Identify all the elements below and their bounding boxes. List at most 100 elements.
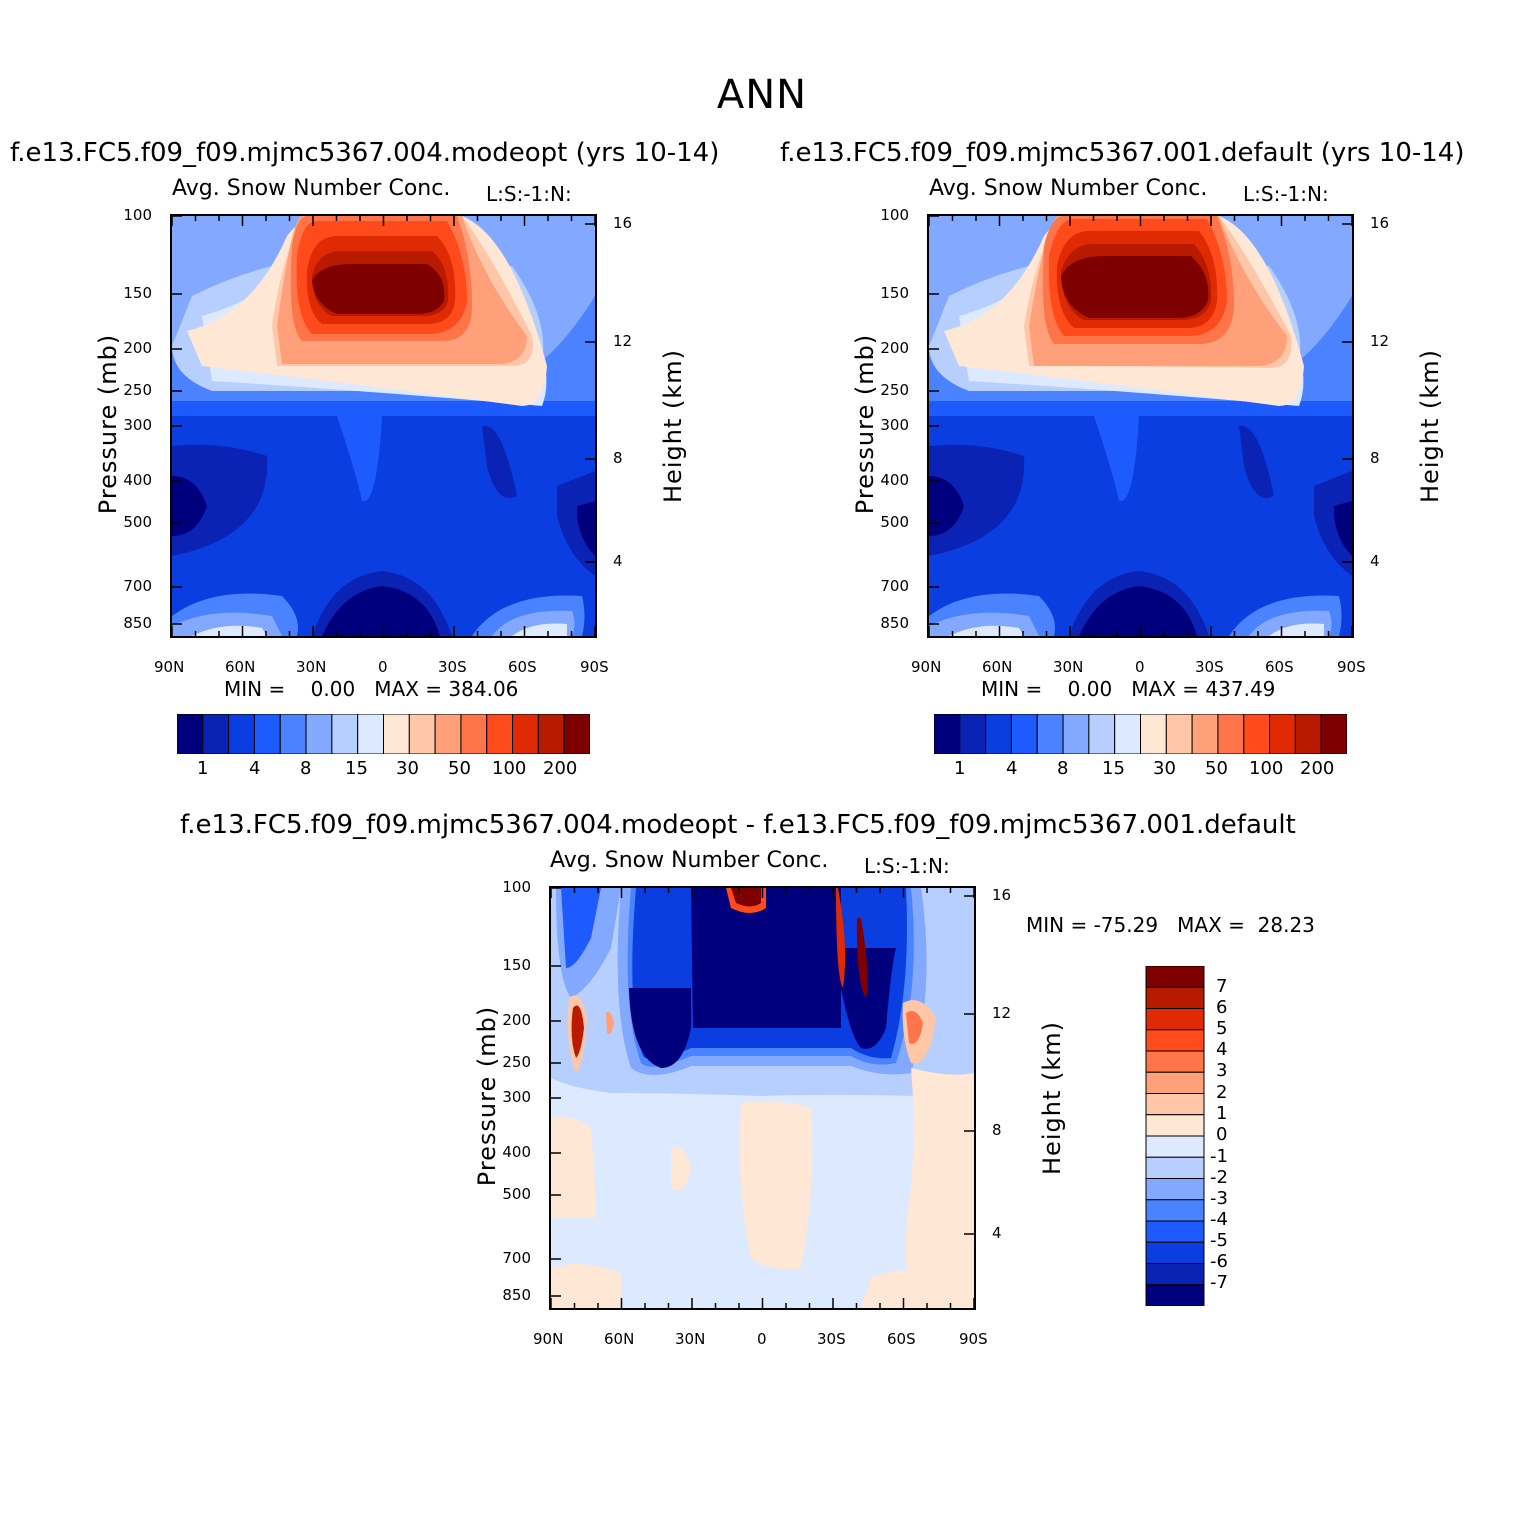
x-tick-label: 60S	[1265, 658, 1294, 676]
colorbar	[177, 714, 590, 754]
x-tick-label: 60N	[604, 1330, 634, 1348]
x-tick-label: 30S	[438, 658, 467, 676]
colorbar-swatch	[1146, 1136, 1204, 1157]
colorbar-swatch	[409, 714, 435, 754]
contour-band	[740, 1101, 813, 1269]
x-tick-label: 0	[757, 1330, 767, 1348]
colorbar-swatch	[1063, 714, 1089, 754]
max-label: MAX =	[374, 677, 442, 701]
colorbar-level: -5	[1210, 1230, 1228, 1251]
colorbar-level: 50	[1205, 758, 1228, 779]
colorbar-swatches	[934, 714, 1347, 754]
colorbar-swatch	[1166, 714, 1192, 754]
colorbar-swatch	[538, 714, 564, 754]
contour-field	[551, 888, 974, 1308]
colorbar-swatch	[280, 714, 306, 754]
y-axis-right-label: Height (km)	[1416, 349, 1444, 503]
y-tick-label: 500	[502, 1185, 531, 1203]
colorbar-level: -6	[1210, 1251, 1228, 1272]
y-tick-label: 850	[123, 614, 152, 632]
colorbar-swatch	[513, 714, 539, 754]
y-right-tick-label: 4	[1370, 552, 1380, 570]
colorbar-swatch	[1011, 714, 1037, 754]
colorbar-level: 2	[1216, 1082, 1227, 1103]
colorbar-level: 1	[197, 758, 208, 779]
colorbar-swatch	[1192, 714, 1218, 754]
min-value: 0.00	[311, 677, 356, 701]
colorbar-swatch	[1146, 1094, 1204, 1115]
y-tick-label: 700	[880, 577, 909, 595]
panel-title: f.e13.FC5.f09_f09.mjmc5367.004.modeopt (…	[10, 138, 719, 168]
colorbar-swatch	[1089, 714, 1115, 754]
y-right-tick-label: 12	[1370, 332, 1389, 350]
max-value: 28.23	[1258, 913, 1315, 937]
colorbar-swatches	[177, 714, 590, 754]
colorbar-level: 4	[1216, 1039, 1227, 1060]
colorbar-level: -3	[1210, 1188, 1228, 1209]
colorbar-level: 5	[1216, 1018, 1227, 1039]
y-tick-label: 700	[123, 577, 152, 595]
colorbar-swatch	[1146, 1242, 1204, 1263]
contour-field	[929, 216, 1352, 636]
y-axis-right-label: Height (km)	[659, 349, 687, 503]
colorbar-level: 50	[448, 758, 471, 779]
colorbar-level: 3	[1216, 1060, 1227, 1081]
colorbar-level: 30	[396, 758, 419, 779]
colorbar-level: 8	[1057, 758, 1068, 779]
colorbar-swatch	[1270, 714, 1296, 754]
contour-field	[172, 216, 595, 636]
y-tick-label: 200	[123, 339, 152, 357]
colorbar-vertical	[1145, 966, 1205, 1306]
y-axis-right-ticks: 16 12 8 4	[1356, 214, 1396, 638]
colorbar-swatch	[1146, 1072, 1204, 1093]
y-tick-label: 300	[880, 416, 909, 434]
y-tick-label: 250	[880, 381, 909, 399]
colorbar-level: 8	[300, 758, 311, 779]
colorbar-swatch	[1146, 1221, 1204, 1242]
y-axis-label: Pressure (mb)	[851, 334, 879, 514]
y-tick-label: 250	[123, 381, 152, 399]
x-tick-label: 0	[1135, 658, 1145, 676]
y-tick-label: 100	[123, 206, 152, 224]
panel-title: f.e13.FC5.f09_f09.mjmc5367.004.modeopt -…	[180, 810, 1296, 840]
y-tick-label: 300	[502, 1088, 531, 1106]
colorbar-level: -7	[1210, 1272, 1228, 1293]
colorbar	[934, 714, 1347, 754]
max-label: MAX =	[1131, 677, 1199, 701]
colorbar-level: 200	[1300, 758, 1334, 779]
x-tick-label: 30S	[1195, 658, 1224, 676]
colorbar-level: 7	[1216, 976, 1227, 997]
colorbar-swatch	[1037, 714, 1063, 754]
contour-plot	[927, 214, 1354, 638]
x-tick-label: 90N	[533, 1330, 563, 1348]
min-label: MIN =	[981, 677, 1042, 701]
panel-subtitle-right: L:S:-1:N:	[1243, 182, 1329, 206]
max-value: 384.06	[448, 677, 518, 701]
panel-title: f.e13.FC5.f09_f09.mjmc5367.001.default (…	[780, 138, 1465, 168]
colorbar-swatch	[1146, 1009, 1204, 1030]
colorbar-swatch	[177, 714, 203, 754]
x-axis-ticks: 90N 60N 30N 0 30S 60S 90S	[170, 638, 597, 678]
y-tick-label: 400	[880, 471, 909, 489]
colorbar-swatch	[960, 714, 986, 754]
colorbar-swatch	[384, 714, 410, 754]
y-tick-label: 150	[502, 956, 531, 974]
colorbar-swatch	[986, 714, 1012, 754]
colorbar-swatch	[254, 714, 280, 754]
panel-subtitle-right: L:S:-1:N:	[864, 854, 950, 878]
x-tick-label: 30S	[817, 1330, 846, 1348]
x-tick-label: 60S	[887, 1330, 916, 1348]
y-right-tick-label: 16	[1370, 214, 1389, 232]
colorbar-swatch	[1146, 1157, 1204, 1178]
colorbar-swatch	[461, 714, 487, 754]
y-tick-label: 200	[880, 339, 909, 357]
colorbar-level: 6	[1216, 997, 1227, 1018]
colorbar-swatch	[1244, 714, 1270, 754]
y-tick-label: 850	[502, 1286, 531, 1304]
x-tick-label: 30N	[1053, 658, 1083, 676]
y-tick-label: 150	[880, 284, 909, 302]
x-tick-label: 90S	[1337, 658, 1366, 676]
colorbar-labels: 1 4 8 15 30 50 100 200	[177, 758, 590, 782]
colorbar-level: 100	[492, 758, 526, 779]
contour-plot	[549, 886, 976, 1310]
